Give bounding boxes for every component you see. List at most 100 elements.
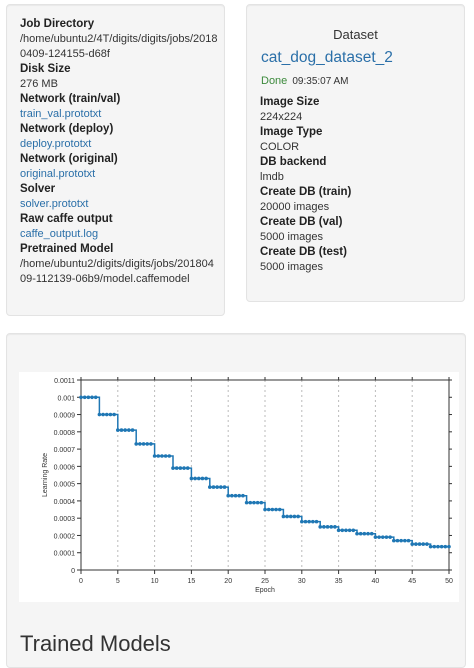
job-field-file-link[interactable]: caffe_output.log <box>20 228 99 240</box>
y-tick-label: 0.0002 <box>54 533 76 540</box>
job-field-value: /home/ubuntu2/digits/digits/jobs/2018040… <box>20 258 214 285</box>
data-point <box>237 493 242 498</box>
dataset-field-label: Create DB (train) <box>260 186 352 198</box>
data-point <box>171 466 175 470</box>
data-point <box>244 500 249 505</box>
data-point <box>189 476 194 481</box>
job-field-label: Job Directory <box>20 18 95 30</box>
job-field-file-link[interactable]: solver.prototxt <box>20 198 89 210</box>
job-field-label: Pretrained Model <box>20 243 114 255</box>
data-point <box>428 544 433 549</box>
data-point <box>204 476 208 481</box>
data-point <box>156 454 161 458</box>
x-tick-label: 15 <box>188 578 196 585</box>
data-point <box>263 507 267 512</box>
data-point <box>82 395 87 400</box>
data-point <box>222 485 227 489</box>
data-point <box>116 428 120 432</box>
data-point <box>333 525 337 529</box>
learning-rate-chart: 0 0.0001 0.0002 0.0003 0.0004 0.0005 0.0006 0.0… <box>19 372 459 602</box>
data-point <box>104 412 109 417</box>
data-point <box>241 493 245 498</box>
data-point <box>329 525 334 529</box>
job-field-value: 276 MB <box>20 78 58 90</box>
data-point <box>366 531 370 536</box>
data-point <box>425 542 429 546</box>
data-point <box>174 466 179 470</box>
data-point <box>303 519 308 524</box>
y-tick-label: 0.0006 <box>54 464 76 471</box>
dataset-panel: Dataset cat_dog_dataset_2 Done 09:35:07 … <box>246 4 465 302</box>
y-tick-label: 0.0009 <box>54 413 76 420</box>
y-axis-label: Learning Rate <box>42 453 49 497</box>
dataset-field-value: 224x224 <box>260 111 303 123</box>
data-point <box>351 528 356 533</box>
dataset-name-link[interactable]: cat_dog_dataset_2 <box>261 49 393 66</box>
data-point <box>432 544 437 549</box>
y-tick-label: 0.001 <box>57 395 75 402</box>
x-tick-label: 20 <box>224 578 232 585</box>
job-field-label: Raw caffe output <box>20 213 113 225</box>
dataset-field-label: Image Type <box>260 126 323 138</box>
dataset-field-value: 5000 images <box>260 261 323 273</box>
y-tick-label: 0 <box>71 568 75 575</box>
data-point <box>182 466 186 470</box>
x-tick-label: 0 <box>79 578 83 585</box>
dataset-field-value: lmdb <box>260 171 284 183</box>
data-point <box>97 412 102 417</box>
data-point <box>215 485 219 489</box>
y-tick-label: 0.0008 <box>54 430 76 437</box>
data-point <box>134 442 138 446</box>
data-point <box>108 412 113 417</box>
data-point <box>79 395 83 400</box>
x-tick-label: 25 <box>261 578 269 585</box>
data-point <box>436 544 440 549</box>
job-field-label: Solver <box>20 183 56 195</box>
job-field-list: Job Directory/home/ubuntu2/4T/digits/dig… <box>20 17 218 287</box>
data-point <box>178 466 183 470</box>
data-point <box>101 412 105 417</box>
data-point <box>219 485 223 489</box>
learning-rate-line <box>81 396 449 548</box>
data-point <box>443 544 448 549</box>
y-tick-label: 0.0004 <box>54 499 76 506</box>
data-point <box>141 442 146 446</box>
job-field-file-link[interactable]: deploy.prototxt <box>20 138 92 150</box>
data-point <box>325 525 330 529</box>
job-field-value: train_val.prototxt <box>20 107 218 122</box>
job-field-file-link[interactable]: train_val.prototxt <box>20 108 102 120</box>
data-point <box>377 535 381 539</box>
data-point <box>447 544 451 549</box>
job-field-file-link[interactable]: original.prototxt <box>20 168 96 180</box>
data-point <box>292 514 297 519</box>
data-point <box>288 514 293 519</box>
data-point <box>311 519 315 524</box>
dataset-status: Done 09:35:07 AM <box>261 75 349 87</box>
data-point <box>414 542 418 546</box>
data-point <box>185 466 190 470</box>
job-info-panel: Job Directory/home/ubuntu2/4T/digits/dig… <box>6 4 225 316</box>
data-point <box>421 542 426 546</box>
data-point <box>130 428 135 432</box>
data-point <box>226 493 230 498</box>
data-point <box>196 476 201 481</box>
data-point <box>255 500 260 505</box>
data-point <box>160 454 164 458</box>
data-point <box>296 514 300 519</box>
job-field-value: /home/ubuntu2/4T/digits/digits/jobs/2018… <box>20 33 218 60</box>
data-point <box>392 538 396 543</box>
data-point <box>399 538 403 543</box>
data-point <box>410 542 415 546</box>
learning-rate-chart-svg: 0 0.0001 0.0002 0.0003 0.0004 0.0005 0.0006 0.0… <box>42 377 453 594</box>
data-point <box>248 500 253 505</box>
data-point <box>347 528 352 533</box>
data-point <box>300 519 304 524</box>
y-tick-label: 0.0005 <box>54 482 76 489</box>
data-point <box>119 428 124 432</box>
y-tick-label: 0.0001 <box>54 551 76 558</box>
data-point <box>417 542 422 546</box>
data-point <box>90 395 94 400</box>
data-point <box>167 454 172 458</box>
data-point <box>336 528 341 533</box>
job-field-label: Network (original) <box>20 153 118 165</box>
